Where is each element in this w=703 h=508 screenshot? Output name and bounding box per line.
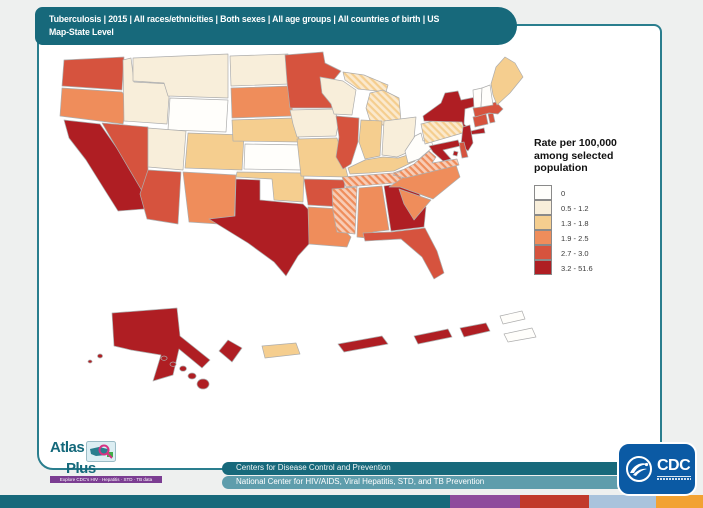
legend-rows: 0 0.5 - 1.2 1.3 - 1.8 1.9 - 2.5 2.7 - 3.0 3.2… — [534, 185, 660, 276]
hhs-eagle-icon — [626, 456, 652, 482]
state-AZ[interactable] — [139, 169, 182, 225]
brand-strip-segment — [450, 495, 520, 508]
state-NE[interactable] — [231, 117, 301, 143]
legend-row: 3.2 - 51.6 — [534, 260, 660, 276]
legend-swatch — [534, 200, 552, 215]
state-TX[interactable] — [208, 178, 311, 277]
state-FL[interactable] — [362, 227, 445, 280]
state-HI[interactable] — [160, 355, 210, 390]
cdc-logo-rule — [657, 476, 691, 477]
state-VA[interactable] — [392, 150, 460, 179]
legend-swatch — [534, 245, 552, 260]
state-SD[interactable] — [230, 85, 294, 119]
brand-strip-segment — [589, 495, 656, 508]
state-DC[interactable] — [452, 150, 459, 157]
cdc-logo[interactable]: CDC — [617, 442, 697, 496]
state-ND[interactable] — [229, 53, 291, 87]
legend-swatch — [534, 230, 552, 245]
atlas-logo-text-atlas: Atlas — [50, 439, 85, 456]
state-UT[interactable] — [147, 127, 187, 171]
legend-swatch — [534, 185, 552, 200]
brand-strip-segment — [0, 495, 450, 508]
state-GU[interactable] — [218, 339, 243, 363]
us-choropleth-svg — [59, 51, 537, 390]
cdc-logo-smalltext — [657, 478, 691, 480]
state-AK[interactable] — [87, 307, 211, 382]
atlas-logo-tagline: Explore CDC's HIV · Hepatitis · STD · TB… — [50, 476, 162, 483]
legend-class-label: 2.7 - 3.0 — [561, 248, 589, 258]
state-MP[interactable] — [413, 322, 491, 345]
state-SC[interactable] — [398, 188, 432, 221]
state-VI[interactable] — [499, 310, 537, 343]
state-MS[interactable] — [331, 186, 358, 235]
legend-row: 0.5 - 1.2 — [534, 200, 660, 216]
state-ME[interactable] — [490, 56, 524, 106]
footer-line2: National Center for HIV/AIDS, Viral Hepa… — [236, 477, 485, 486]
state-MT[interactable] — [132, 53, 229, 99]
map-title-line1: Tuberculosis | 2015 | All races/ethnicit… — [49, 14, 440, 24]
legend-row: 1.3 - 1.8 — [534, 215, 660, 231]
state-WA[interactable] — [61, 56, 125, 91]
legend-swatch — [534, 215, 552, 230]
map-legend: Rate per 100,000 among selected populati… — [534, 137, 660, 276]
brand-strip-segment — [520, 495, 589, 508]
cdc-logo-text: CDC — [657, 457, 691, 474]
state-KS[interactable] — [243, 143, 305, 171]
footer-cdc-bar: Centers for Disease Control and Preventi… — [222, 462, 674, 475]
legend-swatch — [534, 260, 552, 275]
state-IL[interactable] — [335, 115, 360, 170]
brand-color-strip — [0, 495, 703, 508]
us-choropleth-map — [52, 48, 542, 408]
atlas-plus-logo[interactable]: Atlas Plus Explore CDC's HIV · Hepatitis… — [50, 439, 170, 483]
state-WI[interactable] — [319, 76, 357, 116]
state-RI[interactable] — [487, 112, 496, 124]
legend-row: 1.9 - 2.5 — [534, 230, 660, 246]
legend-class-label: 3.2 - 51.6 — [561, 263, 593, 273]
legend-class-label: 1.3 - 1.8 — [561, 218, 589, 228]
brand-strip-segment — [656, 495, 703, 508]
atlas-logo-text-plus: Plus — [66, 460, 96, 477]
footer-line1: Centers for Disease Control and Preventi… — [236, 463, 391, 472]
state-MD[interactable] — [428, 139, 461, 162]
legend-title: Rate per 100,000 among selected populati… — [534, 137, 617, 174]
state-NH[interactable] — [480, 84, 494, 108]
state-IA[interactable] — [289, 108, 340, 138]
map-title-bar: Tuberculosis | 2015 | All races/ethnicit… — [35, 7, 517, 45]
legend-class-label: 0 — [561, 188, 566, 198]
state-IN[interactable] — [358, 119, 383, 160]
state-AS[interactable] — [337, 335, 389, 353]
legend-class-label: 0.5 - 1.2 — [561, 203, 589, 213]
legend-row: 0 — [534, 185, 660, 201]
state-CO[interactable] — [184, 132, 245, 171]
footer-nchhstp-bar: National Center for HIV/AIDS, Viral Hepa… — [222, 476, 674, 489]
state-WY[interactable] — [167, 97, 229, 133]
state-OR[interactable] — [59, 87, 129, 125]
legend-row: 2.7 - 3.0 — [534, 245, 660, 261]
state-VT[interactable] — [472, 87, 483, 109]
legend-class-label: 1.9 - 2.5 — [561, 233, 589, 243]
state-PR[interactable] — [261, 342, 301, 359]
state-DE[interactable] — [458, 141, 469, 159]
state-AL[interactable] — [356, 185, 390, 240]
map-title-line2: Map-State Level — [49, 27, 114, 37]
atlas-logo-graphic-icon — [86, 441, 117, 462]
